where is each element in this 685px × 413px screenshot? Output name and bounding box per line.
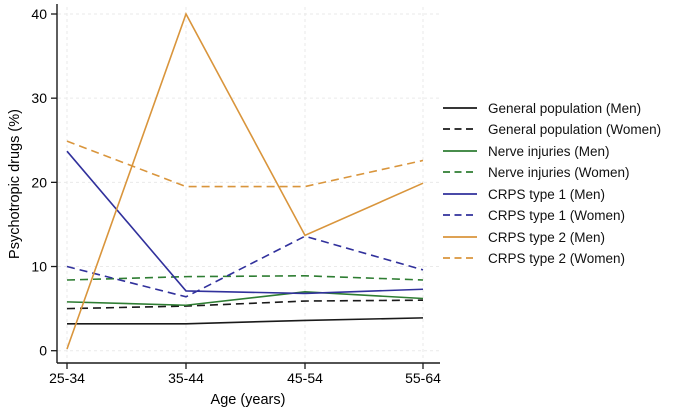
legend-line-swatch: [443, 192, 477, 195]
y-tick-label: 0: [39, 343, 47, 359]
series-line: [66, 140, 424, 188]
legend-line-swatch: [443, 149, 477, 152]
x-tick-label: 25-34: [49, 370, 85, 386]
legend-item: Nerve injuries (Men): [443, 140, 661, 162]
x-axis-title: Age (years): [210, 392, 286, 408]
series-line: [67, 317, 424, 325]
legend-line-swatch: [443, 257, 477, 260]
legend-label: General population (Men): [488, 100, 642, 116]
series-line: [66, 235, 424, 298]
legend-line-swatch: [443, 171, 477, 174]
legend-line-swatch: [443, 235, 477, 238]
series-line: [66, 274, 424, 281]
legend-label: CRPS type 1 (Women): [488, 208, 626, 223]
series-line: [66, 290, 424, 307]
legend: General population (Men) General populat…: [443, 97, 661, 269]
legend-label: CRPS type 2 (Women): [488, 251, 626, 266]
legend-label: Nerve injuries (Women): [488, 165, 630, 180]
legend-item: Nerve injuries (Women): [443, 162, 661, 184]
y-tick-label: 10: [31, 259, 47, 275]
legend-item: CRPS type 1 (Women): [443, 205, 661, 227]
x-tick-label: 55-64: [405, 370, 441, 386]
series-line: [66, 299, 424, 310]
y-tick-label: 40: [31, 6, 47, 22]
legend-label: CRPS type 1 (Men): [488, 186, 606, 202]
series-line: [66, 12, 424, 350]
legend-item: General population (Men): [443, 97, 661, 119]
y-tick-label: 30: [31, 90, 47, 106]
y-tick-label: 20: [31, 174, 47, 190]
legend-item: CRPS type 2 (Women): [443, 248, 661, 270]
legend-line-swatch: [443, 106, 477, 109]
legend-line-swatch: [443, 128, 477, 131]
legend-line-swatch: [443, 214, 477, 217]
legend-label: CRPS type 2 (Men): [488, 229, 606, 245]
x-tick-label: 35-44: [168, 370, 204, 386]
legend-item: CRPS type 1 (Men): [443, 183, 661, 205]
y-axis-title: Psychotropic drugs (%): [7, 109, 23, 259]
legend-label: Nerve injuries (Men): [488, 143, 610, 159]
series-line: [66, 150, 424, 295]
legend-item: CRPS type 2 (Men): [443, 226, 661, 248]
legend-label: General population (Women): [488, 122, 662, 137]
x-tick-label: 45-54: [287, 370, 323, 386]
legend-item: General population (Women): [443, 119, 661, 141]
